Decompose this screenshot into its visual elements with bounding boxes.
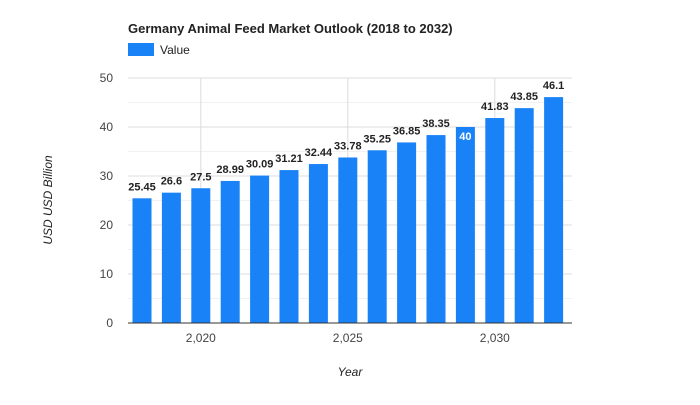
- bar: [250, 175, 270, 323]
- y-axis-title: USD USD Billion: [41, 155, 55, 245]
- data-label: 46.1: [543, 80, 564, 92]
- data-label: 25.45: [128, 181, 156, 193]
- bar: [485, 118, 505, 324]
- x-axis-title: Year: [338, 365, 364, 379]
- bar: [367, 150, 387, 323]
- bar: [514, 108, 534, 323]
- y-tick-label: 0: [106, 316, 113, 330]
- data-label: 26.6: [161, 176, 182, 188]
- data-label: 38.35: [422, 118, 450, 130]
- data-label: 35.25: [363, 133, 391, 145]
- axes: 0 10 20 30 40 50 2,020 2,025 2,030: [100, 71, 572, 345]
- data-label: 43.85: [510, 91, 538, 103]
- data-label: 27.5: [190, 171, 211, 183]
- y-tick-label: 40: [100, 120, 114, 134]
- bar: [426, 135, 446, 323]
- data-labels: 25.45 26.6 27.5 28.99 30.09 31.2132.4433.7835…: [128, 80, 564, 193]
- data-label: 40: [459, 131, 471, 143]
- bar: [161, 192, 181, 323]
- data-label: 30.09: [246, 159, 274, 171]
- bar: [279, 170, 299, 323]
- y-tick-label: 10: [100, 267, 114, 281]
- data-label: 28.99: [216, 164, 244, 176]
- bar: [132, 198, 152, 323]
- bar: [544, 97, 564, 323]
- y-tick-label: 30: [100, 169, 114, 183]
- x-tick-label: 2,025: [333, 331, 363, 345]
- data-label: 41.83: [481, 101, 509, 113]
- chart-title: Germany Animal Feed Market Outlook (2018…: [128, 21, 453, 36]
- data-label: 36.85: [393, 125, 421, 137]
- data-label: 31.21: [275, 153, 303, 165]
- data-label: 33.78: [334, 140, 362, 152]
- y-tick-label: 50: [100, 71, 114, 85]
- bar: [397, 142, 417, 323]
- data-label: 32.44: [305, 147, 333, 159]
- legend-swatch: [128, 43, 154, 56]
- legend-label: Value: [160, 43, 190, 57]
- bar: [308, 164, 328, 323]
- x-tick-label: 2,030: [480, 331, 510, 345]
- x-tick-label: 2,020: [186, 331, 216, 345]
- bar: [220, 180, 240, 323]
- bar: [455, 127, 475, 323]
- y-tick-label: 20: [100, 218, 114, 232]
- bars: [132, 97, 564, 324]
- bar: [191, 188, 211, 323]
- bar: [338, 157, 358, 323]
